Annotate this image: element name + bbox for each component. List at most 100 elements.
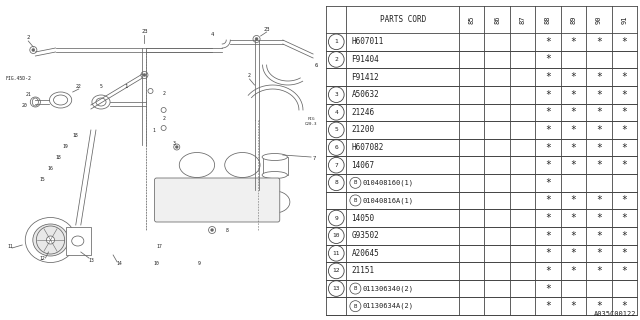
Circle shape (253, 36, 260, 43)
Text: A035C00122: A035C00122 (593, 311, 636, 317)
Text: *: * (596, 248, 602, 258)
Text: 23: 23 (264, 27, 270, 32)
Text: *: * (596, 213, 602, 223)
Text: 6: 6 (334, 145, 338, 150)
Bar (262, 157, 288, 175)
Text: 17: 17 (157, 244, 163, 249)
Text: *: * (570, 160, 577, 170)
Text: *: * (545, 178, 551, 188)
Text: *: * (545, 54, 551, 64)
Text: *: * (621, 231, 627, 241)
Text: 10: 10 (154, 261, 159, 266)
Text: G93502: G93502 (351, 231, 379, 240)
Text: *: * (596, 143, 602, 153)
Text: *: * (545, 248, 551, 258)
Text: 010408160(1): 010408160(1) (362, 180, 413, 186)
Circle shape (161, 108, 166, 113)
Text: 4: 4 (334, 110, 338, 115)
Text: *: * (570, 213, 577, 223)
Text: 7: 7 (312, 156, 316, 161)
Text: *: * (621, 301, 627, 311)
Text: *: * (596, 301, 602, 311)
Text: *: * (596, 125, 602, 135)
Text: *: * (596, 37, 602, 47)
Text: 1: 1 (125, 84, 128, 89)
Text: *: * (570, 90, 577, 100)
Text: H607011: H607011 (351, 37, 384, 46)
Text: 5: 5 (100, 84, 102, 89)
Text: *: * (621, 248, 627, 258)
Text: *: * (570, 301, 577, 311)
Text: *: * (621, 266, 627, 276)
Text: F91412: F91412 (351, 73, 379, 82)
Text: 89: 89 (570, 15, 577, 24)
Text: 86: 86 (494, 15, 500, 24)
Text: F91404: F91404 (351, 55, 379, 64)
Ellipse shape (262, 172, 287, 179)
Ellipse shape (33, 224, 68, 256)
Text: *: * (570, 266, 577, 276)
Text: *: * (596, 231, 602, 241)
Text: 88: 88 (545, 15, 551, 24)
Text: *: * (570, 196, 577, 205)
Text: 01040816A(1): 01040816A(1) (362, 197, 413, 204)
Text: 14067: 14067 (351, 161, 374, 170)
Text: *: * (596, 72, 602, 82)
Text: 2: 2 (162, 116, 165, 121)
Circle shape (141, 71, 148, 78)
Circle shape (161, 125, 166, 131)
Text: 8: 8 (226, 228, 228, 233)
Text: *: * (621, 90, 627, 100)
Text: FIG
C20-3: FIG C20-3 (305, 117, 317, 126)
Text: 011306340(2): 011306340(2) (362, 285, 413, 292)
Text: 4: 4 (211, 32, 214, 37)
Text: *: * (545, 231, 551, 241)
Text: PARTS CORD: PARTS CORD (380, 15, 426, 24)
Text: 12: 12 (40, 256, 45, 261)
Text: 16: 16 (47, 166, 53, 171)
Text: 23: 23 (141, 29, 148, 34)
Text: *: * (545, 196, 551, 205)
Text: 5: 5 (334, 127, 338, 132)
Bar (66, 227, 91, 255)
Circle shape (173, 144, 180, 150)
Text: 10: 10 (333, 233, 340, 238)
Text: A50632: A50632 (351, 90, 379, 99)
Text: *: * (596, 160, 602, 170)
Text: 18: 18 (56, 155, 61, 160)
Text: 9: 9 (334, 216, 338, 220)
Text: *: * (621, 143, 627, 153)
Circle shape (175, 146, 179, 148)
Circle shape (211, 228, 214, 231)
Circle shape (32, 49, 35, 52)
Ellipse shape (25, 218, 76, 262)
Text: 22: 22 (76, 84, 82, 89)
Text: *: * (621, 72, 627, 82)
Text: 21151: 21151 (351, 267, 374, 276)
Text: 2: 2 (334, 57, 338, 62)
Text: *: * (596, 107, 602, 117)
Text: 9: 9 (198, 261, 200, 266)
Text: 19: 19 (63, 144, 68, 149)
Text: 20: 20 (21, 103, 27, 108)
Circle shape (30, 46, 37, 53)
Text: 2: 2 (27, 35, 30, 40)
Text: 85: 85 (468, 15, 475, 24)
Text: 91: 91 (621, 15, 627, 24)
Text: 87: 87 (520, 15, 525, 24)
Circle shape (30, 97, 40, 107)
Text: *: * (545, 284, 551, 293)
Text: FIG.45D-2: FIG.45D-2 (5, 76, 31, 81)
Text: *: * (570, 231, 577, 241)
Text: 11: 11 (7, 244, 13, 249)
Text: *: * (570, 72, 577, 82)
Text: 14050: 14050 (351, 213, 374, 223)
Text: 13: 13 (88, 258, 94, 263)
Text: 3: 3 (334, 92, 338, 97)
Text: *: * (621, 125, 627, 135)
Text: *: * (545, 266, 551, 276)
Circle shape (209, 227, 216, 234)
Text: *: * (545, 72, 551, 82)
Text: 6: 6 (314, 63, 317, 68)
Text: *: * (621, 107, 627, 117)
